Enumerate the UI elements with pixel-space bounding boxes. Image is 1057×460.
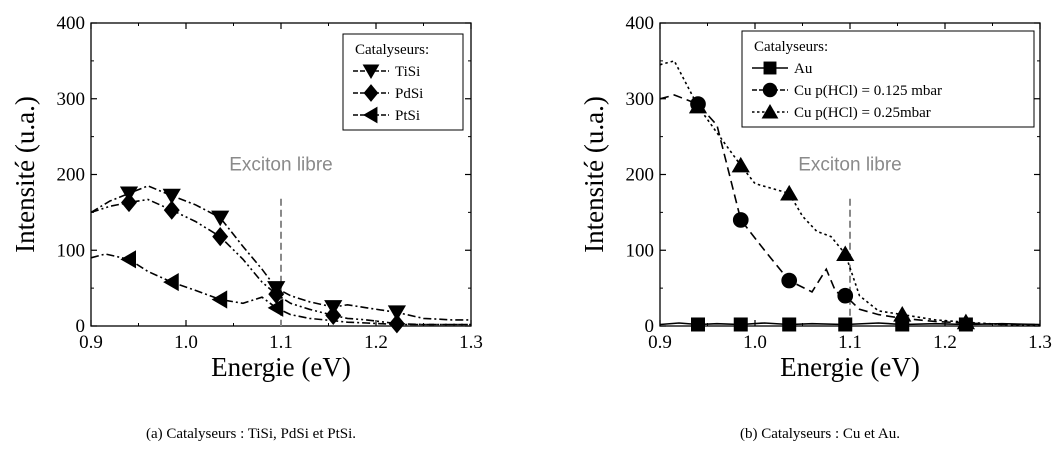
axes-a: 0.9 1.0 1.1 1.2 1.3 0 100 200 300 400: [57, 13, 483, 353]
legend-marker: [362, 64, 380, 79]
y-tick-label: 100: [626, 240, 655, 261]
legend-entry: Cu p(HCl) = 0.125 mbar: [752, 82, 942, 99]
exciton-label-b: Exciton libre: [798, 155, 902, 176]
data-point: [782, 317, 797, 332]
x-tick-label: 1.2: [933, 332, 957, 353]
caption-b: (b) Catalyseurs : Cu et Au.: [740, 426, 900, 442]
y-axis-label-b: Intensité (u.a.): [579, 96, 609, 253]
data-point: [688, 97, 708, 114]
legend-a: Catalyseurs: TiSi PdSi PtSi: [342, 33, 464, 131]
x-tick-label: 1.3: [459, 332, 483, 353]
data-point: [733, 317, 748, 332]
legend-box-b: [741, 30, 1035, 128]
legend-label: TiSi: [395, 64, 420, 80]
series-line: [659, 59, 1041, 326]
series-au: [659, 317, 1041, 332]
y-tick-label: 200: [57, 165, 86, 186]
chart-panel-b: 0.9 1.0 1.1 1.2 1.3 0 100 200 300 400 Exciton lib…: [579, 13, 1052, 442]
legend-label: PdSi: [395, 86, 423, 102]
data-point: [838, 317, 853, 332]
x-tick-label: 1.3: [1028, 332, 1052, 353]
data-point: [211, 290, 228, 309]
exciton-annotation-b: Exciton libre: [798, 155, 902, 326]
data-point: [781, 272, 798, 289]
data-point: [780, 184, 799, 201]
data-point: [691, 317, 706, 332]
data-point: [163, 200, 180, 220]
caption-a: (a) Catalyseurs : TiSi, PdSi et PtSi.: [146, 426, 356, 442]
legend-entry: PdSi: [353, 84, 423, 102]
exciton-label-a: Exciton libre: [229, 155, 333, 176]
data-point: [732, 212, 749, 228]
series-ptsi: [90, 250, 471, 326]
series-layer-a: [90, 185, 471, 334]
legend-items-b: Au Cu p(HCl) = 0.125 mbar Cu p(HCl) = 0.25…: [752, 61, 942, 121]
data-point: [163, 272, 179, 292]
x-tick-label: 1.0: [743, 332, 767, 353]
data-point: [120, 250, 137, 269]
data-point: [387, 305, 406, 321]
legend-entry: TiSi: [353, 64, 420, 80]
legend-entry: PtSi: [353, 106, 420, 124]
series-cu-p-hcl-0-125-mbar: [659, 94, 1040, 326]
y-tick-label: 400: [626, 13, 655, 34]
y-tick-label: 0: [645, 316, 655, 337]
x-tick-label: 1.1: [838, 332, 862, 353]
series-line: [659, 94, 1040, 326]
x-tick-label: 0.9: [648, 332, 672, 353]
legend-items-a: TiSi PdSi PtSi: [353, 64, 423, 124]
legend-label: PtSi: [395, 108, 420, 124]
y-tick-label: 300: [626, 89, 655, 110]
data-point: [267, 298, 284, 317]
y-tick-label: 0: [76, 316, 86, 337]
legend-title-a: Catalyseurs:: [355, 42, 429, 58]
data-point: [956, 313, 975, 330]
series-line: [90, 198, 471, 326]
x-tick-label: 1.0: [174, 332, 198, 353]
legend-label: Cu p(HCl) = 0.25mbar: [794, 105, 931, 121]
y-axis-label-a: Intensité (u.a.): [10, 96, 40, 253]
x-axis-label-a: Energie (eV): [211, 352, 351, 382]
x-axis-label-b: Energie (eV): [780, 352, 920, 382]
legend-label: Cu p(HCl) = 0.125 mbar: [794, 83, 942, 99]
legend-b: Catalyseurs: Au Cu p(HCl) = 0.125 mbar Cu …: [741, 30, 1035, 128]
chart-panel-a: 0.9 1.0 1.1 1.2 1.3 0 100 200 300 400 Exciton lib…: [10, 13, 483, 442]
data-point: [121, 192, 137, 213]
series-layer-b: [659, 59, 1041, 332]
legend-marker: [363, 84, 379, 102]
legend-title-b: Catalyseurs:: [754, 39, 828, 55]
series-pdsi: [90, 192, 471, 334]
exciton-annotation-a: Exciton libre: [229, 155, 333, 326]
y-tick-label: 200: [626, 165, 655, 186]
series-cu-p-hcl-0-25mbar: [659, 59, 1041, 330]
data-point: [211, 210, 230, 227]
data-point: [893, 306, 912, 322]
data-point: [731, 156, 750, 173]
legend-marker: [763, 61, 777, 75]
legend-marker: [761, 104, 779, 119]
data-point: [162, 188, 181, 205]
series-tisi: [90, 185, 471, 321]
data-point: [836, 245, 855, 262]
x-tick-label: 1.2: [364, 332, 388, 353]
y-tick-label: 100: [57, 240, 86, 261]
data-point: [325, 305, 342, 326]
y-tick-label: 300: [57, 89, 86, 110]
legend-box-a: [342, 33, 464, 131]
data-point: [837, 287, 854, 304]
legend-marker: [762, 82, 778, 98]
legend-entry: Au: [752, 61, 813, 77]
data-point: [212, 226, 229, 247]
y-tick-label: 400: [57, 13, 86, 34]
x-tick-label: 1.1: [269, 332, 293, 353]
x-tick-label: 0.9: [79, 332, 103, 353]
legend-marker: [363, 106, 378, 124]
legend-entry: Cu p(HCl) = 0.25mbar: [752, 104, 931, 121]
legend-label: Au: [794, 61, 813, 77]
